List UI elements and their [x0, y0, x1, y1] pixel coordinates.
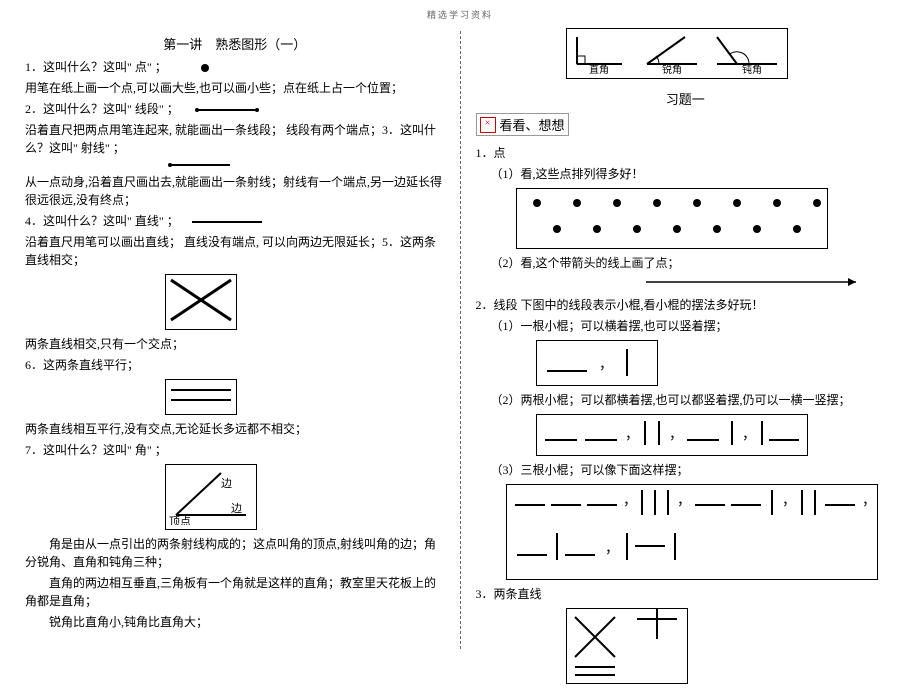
arrow-line-figure [646, 275, 866, 289]
dots-grid-figure [516, 188, 828, 249]
r-q2c: （3）三根小棍；可以像下面这样摆； [491, 461, 896, 479]
para2: 沿着直尺把两点用笔连起来, 就能画出一条线段； 线段有两个端点；3．这叫什么？这… [25, 121, 445, 157]
r-q1a: （1）看,这些点排列得多好！ [491, 165, 896, 183]
r-q3: 3．两条直线 [476, 585, 896, 603]
svg-text:钝角: 钝角 [742, 63, 762, 74]
segment-icon [192, 105, 262, 115]
svg-text:，: ， [677, 494, 691, 509]
svg-text:，: ， [742, 428, 756, 443]
para3: 从一点动身,沿着直尺画出去,就能画出一条射线；射线有一个端点,另一边延长得很远很… [25, 173, 445, 209]
x-icon: × [480, 117, 496, 133]
q2-line: 2．这叫什么？这叫" 线段" ； [25, 100, 445, 118]
svg-text:锐角: 锐角 [662, 63, 682, 74]
q4-line: 4．这叫什么？这叫" 直线" ； [25, 212, 445, 230]
side-label-2: 边 [231, 502, 242, 515]
exercise-title: 习题一 [476, 89, 896, 108]
svg-text:，: ， [623, 494, 637, 509]
page-container: 第一讲 熟悉图形（一） 1．这叫什么？这叫" 点" ； 用笔在纸上画一个点,可以… [0, 21, 920, 691]
parallel-lines-figure [165, 379, 237, 415]
line-icon [192, 217, 262, 227]
intersecting-lines-figure [165, 274, 237, 330]
para7a: 角是由从一点引出的两条射线构成的；这点叫角的顶点,射线叫角的边；角分锐角、直角和… [25, 535, 445, 571]
angle-figure: 边 边 顶点 [165, 464, 257, 530]
ray-icon [165, 160, 235, 170]
side-label-1: 边 [221, 477, 232, 490]
q1-text: 1．这叫什么？这叫" 点" ； [25, 60, 167, 74]
right-column: 直角 锐角 钝角 习题一 × 看看、想想 1．点 （1）看,这些点排列得多好！ [461, 21, 911, 691]
r-q2a: （1）一根小棍；可以横着摆,也可以竖着摆； [491, 317, 896, 335]
svg-text:，: ， [625, 428, 639, 443]
one-stick-figure: ， [536, 340, 658, 386]
para7b: 直角的两边相互垂直,三角板有一个角就是这样的直角；教室里天花板上的角都是直角； [25, 574, 445, 610]
svg-text:，: ， [782, 494, 796, 509]
svg-text:，: ， [599, 358, 613, 373]
svg-text:，: ， [605, 542, 619, 557]
q7-line: 7．这叫什么？这叫" 角" ； [25, 441, 445, 459]
q6-line: 6．这两条直线平行； [25, 356, 445, 374]
r-q1b: （2）看,这个带箭头的线上画了点； [491, 254, 896, 272]
para4: 沿着直尺用笔可以画出直线； 直线没有端点, 可以向两边无限延长；5．这两条直线相… [25, 233, 445, 269]
q1-line: 1．这叫什么？这叫" 点" ； [25, 58, 445, 76]
lesson-title: 第一讲 熟悉图形（一） [25, 34, 445, 53]
hint-text: 看看、想想 [500, 115, 565, 134]
q4-text: 4．这叫什么？这叫" 直线" ； [25, 214, 179, 228]
svg-text:，: ， [669, 428, 683, 443]
r-q2b: （2）两根小棍；可以都横着摆,也可以都竖着摆,仍可以一横一竖摆； [491, 391, 896, 409]
vertex-label: 顶点 [169, 515, 191, 525]
para1: 用笔在纸上画一个点,可以画大些,也可以画小些；点在纸上占一个位置； [25, 79, 445, 97]
svg-text:，: ， [862, 494, 876, 509]
page-header: 精选学习资料 [0, 0, 920, 21]
para5: 两条直线相交,只有一个交点； [25, 335, 445, 353]
two-stick-figure: ， ， ， [536, 414, 808, 456]
svg-text:直角: 直角 [589, 63, 609, 74]
r-q1: 1．点 [476, 144, 896, 162]
para7c: 锐角比直角小,钝角比直角大； [25, 613, 445, 631]
para6: 两条直线相互平行,没有交点,无论延长多远都不相交； [25, 420, 445, 438]
two-lines-figure [566, 608, 688, 684]
angle-types-figure: 直角 锐角 钝角 [566, 28, 788, 79]
hint-box: × 看看、想想 [476, 113, 569, 136]
left-column: 第一讲 熟悉图形（一） 1．这叫什么？这叫" 点" ； 用笔在纸上画一个点,可以… [10, 21, 460, 691]
three-stick-figure: ， ， ， ， ， [506, 484, 878, 580]
q2-text: 2．这叫什么？这叫" 线段" ； [25, 102, 179, 116]
r-q2: 2．线段 下图中的线段表示小棍,看小棍的摆法多好玩！ [476, 296, 896, 314]
dot-icon [180, 61, 230, 75]
